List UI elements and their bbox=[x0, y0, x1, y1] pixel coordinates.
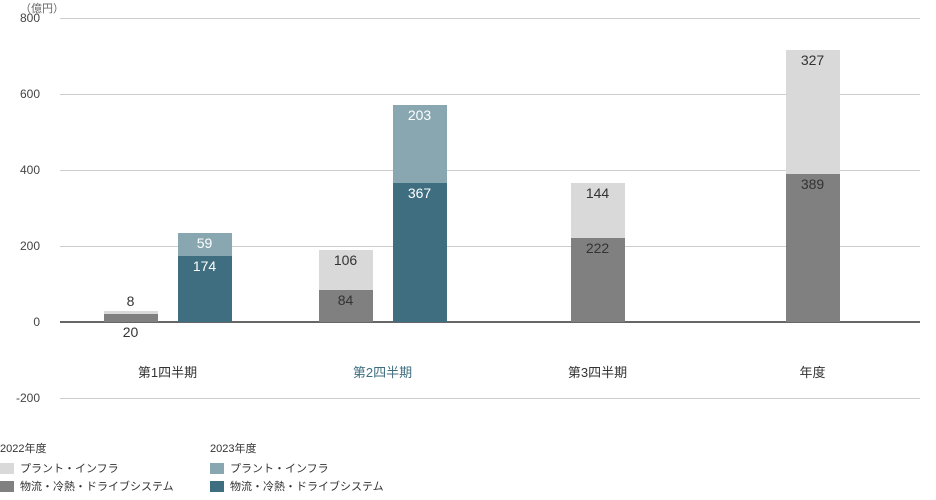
bar-group: 389 327 bbox=[705, 18, 920, 322]
chart-container: （億円） -200020040060080020817459第1四半期84106… bbox=[0, 0, 936, 500]
y-tick-label: 400 bbox=[0, 163, 40, 177]
y-tick-label: 200 bbox=[0, 239, 40, 253]
value-label-logistics: 174 bbox=[178, 258, 232, 274]
bar-segment-plant-infra bbox=[104, 311, 158, 314]
x-category-label: 第1四半期 bbox=[60, 362, 275, 381]
plot-area: -200020040060080020817459第1四半期8410636720… bbox=[60, 18, 920, 398]
value-label-plant-infra: 106 bbox=[319, 252, 373, 268]
legend-year-2023: 2023年度 bbox=[210, 440, 384, 456]
value-label-plant-infra: 144 bbox=[571, 185, 625, 201]
swatch-icon bbox=[210, 481, 224, 492]
legend-col-2023: 2023年度 プラント・インフラ 物流・冷熱・ドライブシステム bbox=[210, 440, 384, 496]
bar-group: 20817459 bbox=[60, 18, 275, 322]
swatch-icon bbox=[210, 463, 224, 474]
bar-segment-logistics bbox=[104, 314, 158, 322]
value-label-logistics: 389 bbox=[786, 176, 840, 192]
legend-item-2023-plant: プラント・インフラ bbox=[210, 460, 384, 476]
x-category-label: 第3四半期 bbox=[490, 362, 705, 381]
legend-col-2022: 2022年度 プラント・インフラ 物流・冷熱・ドライブシステム bbox=[0, 440, 174, 496]
swatch-icon bbox=[0, 463, 14, 474]
y-tick-label: 600 bbox=[0, 87, 40, 101]
legend-label: 物流・冷熱・ドライブシステム bbox=[230, 478, 384, 494]
value-label-logistics: 367 bbox=[393, 185, 447, 201]
value-label-logistics: 222 bbox=[571, 240, 625, 256]
value-label-plant-infra: 59 bbox=[178, 235, 232, 251]
bar-segment-logistics bbox=[393, 183, 447, 322]
legend-label: プラント・インフラ bbox=[230, 460, 329, 476]
y-tick-label: -200 bbox=[0, 391, 40, 405]
swatch-icon bbox=[0, 481, 14, 492]
value-label-plant-infra: 8 bbox=[104, 293, 158, 309]
gridline bbox=[60, 398, 920, 399]
value-label-plant-infra: 203 bbox=[393, 107, 447, 123]
bar-group: 84 106 367 203 bbox=[275, 18, 490, 322]
legend-item-2022-logistics: 物流・冷熱・ドライブシステム bbox=[0, 478, 174, 494]
bar-segment-plant-infra bbox=[786, 50, 840, 174]
x-category-label: 年度 bbox=[705, 362, 920, 381]
legend-item-2022-plant: プラント・インフラ bbox=[0, 460, 174, 476]
bar-segment-logistics bbox=[786, 174, 840, 322]
y-tick-label: 800 bbox=[0, 11, 40, 25]
legend-year-2022: 2022年度 bbox=[0, 440, 174, 456]
legend-label: 物流・冷熱・ドライブシステム bbox=[20, 478, 174, 494]
value-label-plant-infra: 327 bbox=[786, 52, 840, 68]
bar-group: 222 144 bbox=[490, 18, 705, 322]
y-tick-label: 0 bbox=[0, 315, 40, 329]
x-category-label: 第2四半期 bbox=[275, 362, 490, 381]
legend-label: プラント・インフラ bbox=[20, 460, 119, 476]
value-label-logistics: 84 bbox=[319, 292, 373, 308]
value-label-logistics: 20 bbox=[104, 324, 158, 340]
legend-item-2023-logistics: 物流・冷熱・ドライブシステム bbox=[210, 478, 384, 494]
